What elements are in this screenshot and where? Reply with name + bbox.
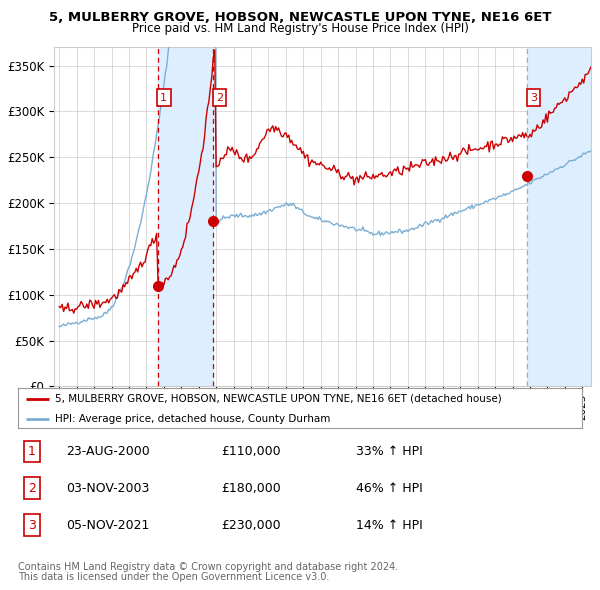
Text: Contains HM Land Registry data © Crown copyright and database right 2024.: Contains HM Land Registry data © Crown c… xyxy=(18,562,398,572)
Text: £230,000: £230,000 xyxy=(221,519,281,532)
Text: 14% ↑ HPI: 14% ↑ HPI xyxy=(356,519,423,532)
Text: 5, MULBERRY GROVE, HOBSON, NEWCASTLE UPON TYNE, NE16 6ET (detached house): 5, MULBERRY GROVE, HOBSON, NEWCASTLE UPO… xyxy=(55,394,502,404)
Text: Price paid vs. HM Land Registry's House Price Index (HPI): Price paid vs. HM Land Registry's House … xyxy=(131,22,469,35)
Text: 1: 1 xyxy=(28,445,36,458)
Text: 23-AUG-2000: 23-AUG-2000 xyxy=(66,445,149,458)
Text: £180,000: £180,000 xyxy=(221,481,281,495)
Bar xyxy=(158,47,214,386)
Text: £110,000: £110,000 xyxy=(221,445,281,458)
Bar xyxy=(527,47,591,386)
Text: 05-NOV-2021: 05-NOV-2021 xyxy=(66,519,149,532)
Text: 2: 2 xyxy=(28,481,36,495)
Text: 2: 2 xyxy=(216,93,223,103)
Text: HPI: Average price, detached house, County Durham: HPI: Average price, detached house, Coun… xyxy=(55,414,330,424)
Text: 3: 3 xyxy=(28,519,36,532)
Text: 5, MULBERRY GROVE, HOBSON, NEWCASTLE UPON TYNE, NE16 6ET: 5, MULBERRY GROVE, HOBSON, NEWCASTLE UPO… xyxy=(49,11,551,24)
Text: 33% ↑ HPI: 33% ↑ HPI xyxy=(356,445,423,458)
Text: 46% ↑ HPI: 46% ↑ HPI xyxy=(356,481,423,495)
Text: 03-NOV-2003: 03-NOV-2003 xyxy=(66,481,149,495)
Text: 3: 3 xyxy=(530,93,537,103)
Text: 1: 1 xyxy=(160,93,167,103)
Text: This data is licensed under the Open Government Licence v3.0.: This data is licensed under the Open Gov… xyxy=(18,572,329,582)
